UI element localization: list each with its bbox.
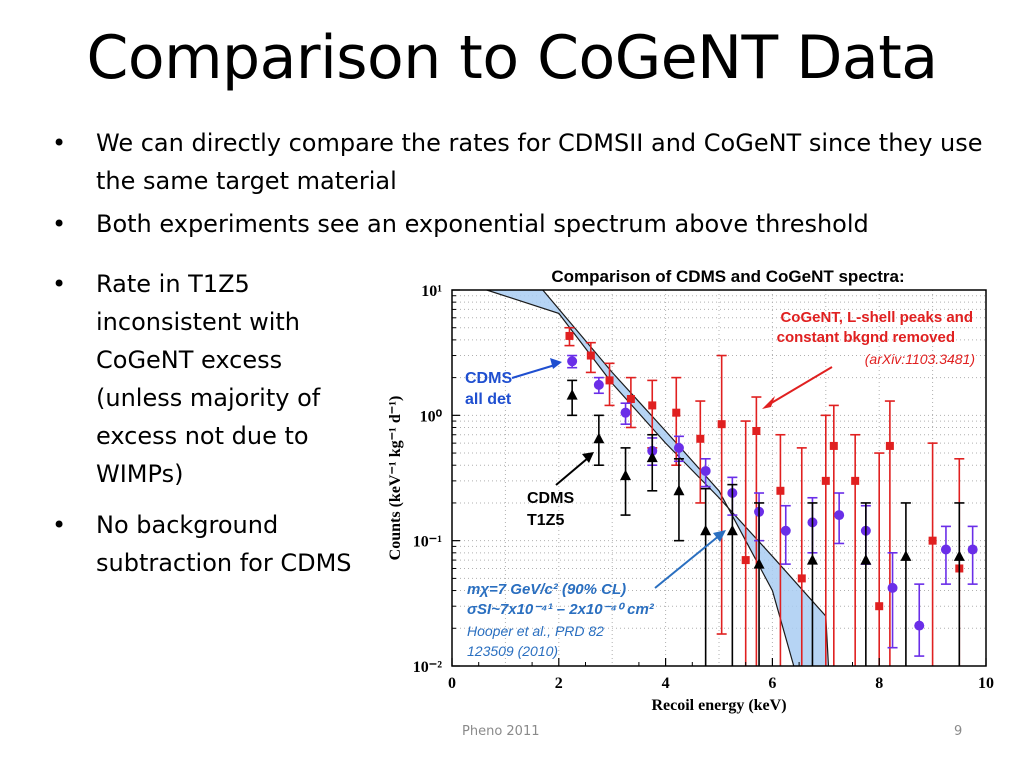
y-tick-label: 10⁰ xyxy=(420,408,443,425)
cdms-t1z5-pointer-arrow xyxy=(555,457,589,486)
data-point-square xyxy=(821,476,830,485)
data-point-triangle xyxy=(566,389,578,400)
data-series xyxy=(564,326,978,666)
data-point-triangle xyxy=(806,554,818,565)
data-point-square xyxy=(928,536,937,545)
x-tick-label: 0 xyxy=(448,675,456,692)
bullet-dot: • xyxy=(52,270,67,298)
band-reference-line1: Hooper et al., PRD 82 xyxy=(467,623,604,639)
bullet-dot: • xyxy=(52,210,67,238)
cdms-all-pointer-arrowhead xyxy=(550,358,562,369)
cdms-all-label-line1: CDMS xyxy=(465,370,512,387)
data-point-square xyxy=(672,408,681,417)
data-point-triangle xyxy=(673,484,685,496)
data-point-triangle xyxy=(860,554,872,565)
data-point-triangle xyxy=(593,432,605,444)
data-point-square xyxy=(717,420,726,429)
footer-conference: Pheno 2011 xyxy=(462,724,540,739)
data-point-circle xyxy=(567,356,578,367)
bullet-direct-compare: • We can directly compare the rates for … xyxy=(52,124,986,200)
bullet-dot: • xyxy=(52,129,67,157)
y-tick-label: 10⁻² xyxy=(413,659,442,676)
y-tick-label: 10⁻¹ xyxy=(413,534,442,551)
bullet-rate-t1z5: • Rate in T1Z5 inconsistent with CoGeNT … xyxy=(52,265,366,493)
y-tick-label: 10¹ xyxy=(421,283,442,300)
series-cdms-t1z5 xyxy=(566,379,965,666)
bullet-text: No background subtraction for CDMS xyxy=(96,511,352,577)
bullet-no-background: • No background subtraction for CDMS xyxy=(52,506,366,582)
data-point-triangle xyxy=(646,451,658,463)
bullet-text: Rate in T1Z5 inconsistent with CoGeNT ex… xyxy=(96,270,321,488)
series-cogent xyxy=(564,326,965,666)
chart-axes: 0 2 4 6 8 10 10¹ 10⁰ 10⁻¹ 10⁻² xyxy=(413,283,994,692)
data-point-triangle xyxy=(726,524,738,536)
theory-band-fill xyxy=(486,290,829,666)
x-axis-label: Recoil energy (keV) xyxy=(651,697,786,714)
data-point-triangle xyxy=(700,524,712,536)
band-pointer-arrowhead xyxy=(713,530,726,542)
data-point-triangle xyxy=(620,469,632,481)
bullet-dot: • xyxy=(52,511,67,539)
cogent-label-line1: CoGeNT, L-shell peaks and xyxy=(780,309,973,326)
x-tick-label: 4 xyxy=(662,675,670,692)
data-point-circle xyxy=(673,442,684,453)
x-tick-label: 8 xyxy=(875,675,883,692)
bullet-text: We can directly compare the rates for CD… xyxy=(96,129,983,195)
data-point-circle xyxy=(593,379,604,390)
cogent-label-line2: constant bkgnd removed xyxy=(777,329,955,346)
x-tick-label: 2 xyxy=(555,675,563,692)
data-point-circle xyxy=(780,525,791,536)
band-reference-line2: 123509 (2010) xyxy=(467,643,558,659)
data-point-circle xyxy=(887,582,898,593)
cogent-pointer-arrowhead xyxy=(762,396,775,409)
data-point-circle xyxy=(967,544,978,555)
cdms-all-pointer-arrow xyxy=(511,364,556,379)
data-point-circle xyxy=(620,407,631,418)
band-label-line2: σSI~7x10⁻⁴¹ – 2x10⁻⁴⁰ cm² xyxy=(467,601,655,618)
cogent-pointer-arrow xyxy=(767,366,833,406)
data-point-square xyxy=(752,426,761,435)
data-point-square xyxy=(648,401,657,410)
cdms-t1z5-label-line2: T1Z5 xyxy=(527,512,564,529)
bullet-exponential-spectrum: • Both experiments see an exponential sp… xyxy=(52,205,986,243)
data-point-square xyxy=(626,394,635,403)
cdms-t1z5-pointer-arrowhead xyxy=(582,452,594,463)
data-point-circle xyxy=(914,620,925,631)
chart-title: Comparison of CDMS and CoGeNT spectra: xyxy=(551,267,904,286)
footer-page-number: 9 xyxy=(954,724,963,739)
theory-band-upper-edge xyxy=(486,289,830,667)
slide-title: Comparison to CoGeNT Data xyxy=(86,23,939,93)
y-axis-label: Counts (keV⁻¹ kg⁻¹ d⁻¹) xyxy=(387,396,404,561)
data-point-circle xyxy=(834,510,845,521)
theory-band xyxy=(486,289,830,667)
band-label-line1: mχ=7 GeV/c² (90% CL) xyxy=(467,581,626,598)
cdms-all-label-line2: all det xyxy=(465,391,512,408)
data-point-square xyxy=(829,441,838,450)
data-point-square xyxy=(776,486,785,495)
data-point-square xyxy=(565,331,574,340)
cogent-reference: (arXiv:1103.3481) xyxy=(865,351,975,367)
data-point-square xyxy=(605,376,614,385)
data-point-square xyxy=(586,351,595,360)
data-point-triangle xyxy=(753,558,765,569)
plot-frame xyxy=(451,289,987,667)
x-tick-label: 10 xyxy=(978,675,994,692)
data-point-triangle xyxy=(953,550,965,561)
data-point-square xyxy=(885,441,894,450)
data-point-square xyxy=(741,556,750,565)
data-point-circle xyxy=(700,465,711,476)
data-point-square xyxy=(851,476,860,485)
theory-band-lower-edge xyxy=(542,289,795,667)
data-point-square xyxy=(875,602,884,611)
data-point-circle xyxy=(940,544,951,555)
x-tick-label: 6 xyxy=(768,675,776,692)
data-point-triangle xyxy=(900,550,912,561)
cdms-t1z5-label-line1: CDMS xyxy=(527,490,574,507)
data-point-square xyxy=(797,574,806,583)
data-point-square xyxy=(696,434,705,443)
band-pointer-arrow xyxy=(654,534,721,589)
bullet-text: Both experiments see an exponential spec… xyxy=(96,210,869,238)
